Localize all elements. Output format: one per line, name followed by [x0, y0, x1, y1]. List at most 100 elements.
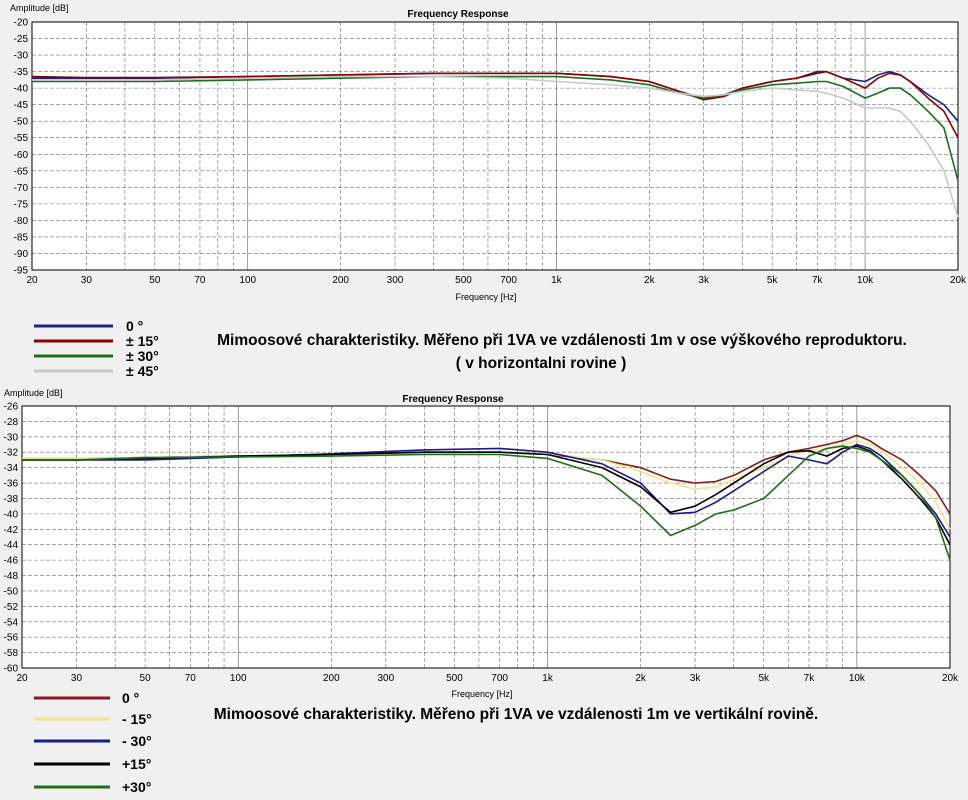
x-tick-label: 700 [491, 673, 508, 684]
x-tick-label: 700 [500, 275, 517, 286]
x-tick-label: 500 [446, 673, 463, 684]
chart-vertical: -26 -28 -30 -32 -34 -36 -38 -40 -42 -44 -46 -48 -50 -… [4, 388, 960, 699]
chart1-x-axis-label: Frequency [Hz] [455, 292, 516, 302]
y-tick-label: -56 [4, 633, 19, 644]
y-tick-label: -60 [4, 664, 19, 675]
legend2-label: +30° [122, 779, 151, 795]
x-tick-label: 20 [26, 275, 38, 286]
y-tick-label: -34 [4, 463, 19, 474]
legend1-label: ± 45° [126, 363, 159, 379]
legend1-label: ± 30° [126, 348, 159, 364]
x-tick-label: 50 [149, 275, 161, 286]
y-tick-label: -52 [4, 602, 19, 613]
x-tick-label: 100 [230, 673, 247, 684]
y-tick-label: -55 [14, 133, 29, 144]
x-tick-label: 2k [635, 673, 647, 684]
y-tick-label: -42 [4, 525, 19, 536]
series-line-2 [22, 443, 951, 538]
y-tick-label: -70 [14, 183, 29, 194]
x-tick-label: 3k [698, 275, 710, 286]
x-tick-label: 1k [551, 275, 563, 286]
series-line-4 [22, 445, 951, 561]
y-tick-label: -32 [4, 448, 19, 459]
chart2-y-ticks: -26 -28 -30 -32 -34 -36 -38 -40 -42 -44 -46 -48 -50 -… [4, 402, 19, 675]
legend2-label: - 30° [122, 733, 152, 749]
y-tick-label: -50 [4, 586, 19, 597]
legend1-label: ± 15° [126, 333, 159, 349]
x-tick-label: 200 [332, 275, 349, 286]
chart1-caption-2: ( v horizontalni rovine ) [456, 355, 627, 372]
x-tick-label: 10k [849, 673, 866, 684]
chart1-title: Frequency Response [407, 9, 509, 20]
chart1-caption: Mimoosové charakteristiky. Měřeno při 1V… [217, 332, 907, 349]
x-tick-label: 5k [758, 673, 770, 684]
chart2-title: Frequency Response [402, 394, 504, 405]
x-tick-label: 70 [185, 673, 197, 684]
y-tick-label: -60 [14, 150, 29, 161]
y-tick-label: -28 [4, 417, 19, 428]
x-tick-label: 50 [140, 673, 152, 684]
x-tick-label: 20 [16, 673, 28, 684]
chart2-caption: Mimoosové charakteristiky. Měřeno při 1V… [214, 706, 818, 723]
x-tick-label: 2k [644, 275, 656, 286]
chart1-y-ticks: -20 -25 -30 -35 -40 -45 -50 -55 -60 -65 -70 -75 -80 -… [14, 18, 29, 277]
y-tick-label: -35 [14, 67, 29, 78]
x-tick-label: 300 [387, 275, 404, 286]
chart1-grid [31, 21, 959, 271]
y-tick-label: -46 [4, 556, 19, 567]
chart1-x-ticks: 20 30 50 70 100 200 300 500 700 1k 2k 3k 5k 7k 10k 20k [26, 275, 967, 286]
chart2-x-axis-label: Frequency [Hz] [451, 689, 512, 699]
y-tick-label: -40 [4, 509, 19, 520]
y-tick-label: -40 [14, 84, 29, 95]
x-tick-label: 70 [194, 275, 206, 286]
x-tick-label: 10k [857, 275, 874, 286]
x-tick-label: 100 [239, 275, 256, 286]
x-tick-label: 3k [690, 673, 702, 684]
chart2-legend: 0 ° - 15° - 30° +15° +30° [34, 690, 152, 795]
chart-horizontal: -20 -25 -30 -35 -40 -45 -50 -55 -60 -65 -70 -75 -80 -… [10, 3, 967, 302]
y-tick-label: -25 [14, 34, 29, 45]
series-line-2 [32, 75, 959, 181]
series-line-3 [32, 75, 959, 218]
chart1-plot-area [31, 21, 959, 271]
y-tick-label: -20 [14, 18, 29, 29]
y-tick-label: -75 [14, 199, 29, 210]
y-tick-label: -80 [14, 216, 29, 227]
chart2-series [22, 434, 951, 561]
x-tick-label: 1k [542, 673, 554, 684]
series-line-1 [31, 70, 959, 139]
chart2-x-ticks: 20 30 50 70 100 200 300 500 700 1k 2k 3k 5k 7k 10k 20k [16, 673, 959, 684]
legend2-label: 0 ° [122, 690, 139, 706]
y-tick-label: -26 [4, 402, 19, 413]
y-tick-label: -90 [14, 249, 29, 260]
y-tick-label: -65 [14, 166, 29, 177]
y-tick-label: -50 [14, 117, 29, 128]
y-tick-label: -30 [4, 432, 19, 443]
x-tick-label: 30 [71, 673, 83, 684]
chart1-legend: 0 °± 15°± 30°± 45° [34, 318, 159, 379]
x-tick-label: 5k [767, 275, 779, 286]
x-tick-label: 200 [323, 673, 340, 684]
y-tick-label: -58 [4, 648, 19, 659]
y-tick-label: -36 [4, 479, 19, 490]
chart1-y-axis-label: Amplitude [dB] [10, 3, 69, 13]
x-tick-label: 500 [455, 275, 472, 286]
chart2-plot-area [21, 405, 951, 669]
y-tick-label: -38 [4, 494, 19, 505]
legend1-label: 0 ° [126, 318, 143, 334]
x-tick-label: 20k [950, 275, 967, 286]
x-tick-label: 300 [377, 673, 394, 684]
legend2-label: - 15° [122, 711, 152, 727]
y-tick-label: -30 [14, 51, 29, 62]
chart2-y-axis-label: Amplitude [dB] [4, 388, 63, 398]
y-tick-label: -95 [14, 266, 29, 277]
y-tick-label: -44 [4, 540, 19, 551]
y-tick-label: -45 [14, 100, 29, 111]
x-tick-label: 7k [804, 673, 816, 684]
y-tick-label: -85 [14, 232, 29, 243]
x-tick-label: 7k [812, 275, 824, 286]
legend2-label: +15° [122, 756, 151, 772]
x-tick-label: 30 [81, 275, 93, 286]
y-tick-label: -54 [4, 617, 19, 628]
